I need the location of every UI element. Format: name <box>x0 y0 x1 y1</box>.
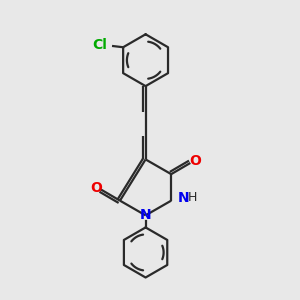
Text: N: N <box>140 208 152 222</box>
Text: H: H <box>188 191 197 204</box>
Text: N: N <box>178 191 189 205</box>
Text: Cl: Cl <box>92 38 107 52</box>
Text: O: O <box>91 181 102 195</box>
Text: O: O <box>189 154 201 168</box>
